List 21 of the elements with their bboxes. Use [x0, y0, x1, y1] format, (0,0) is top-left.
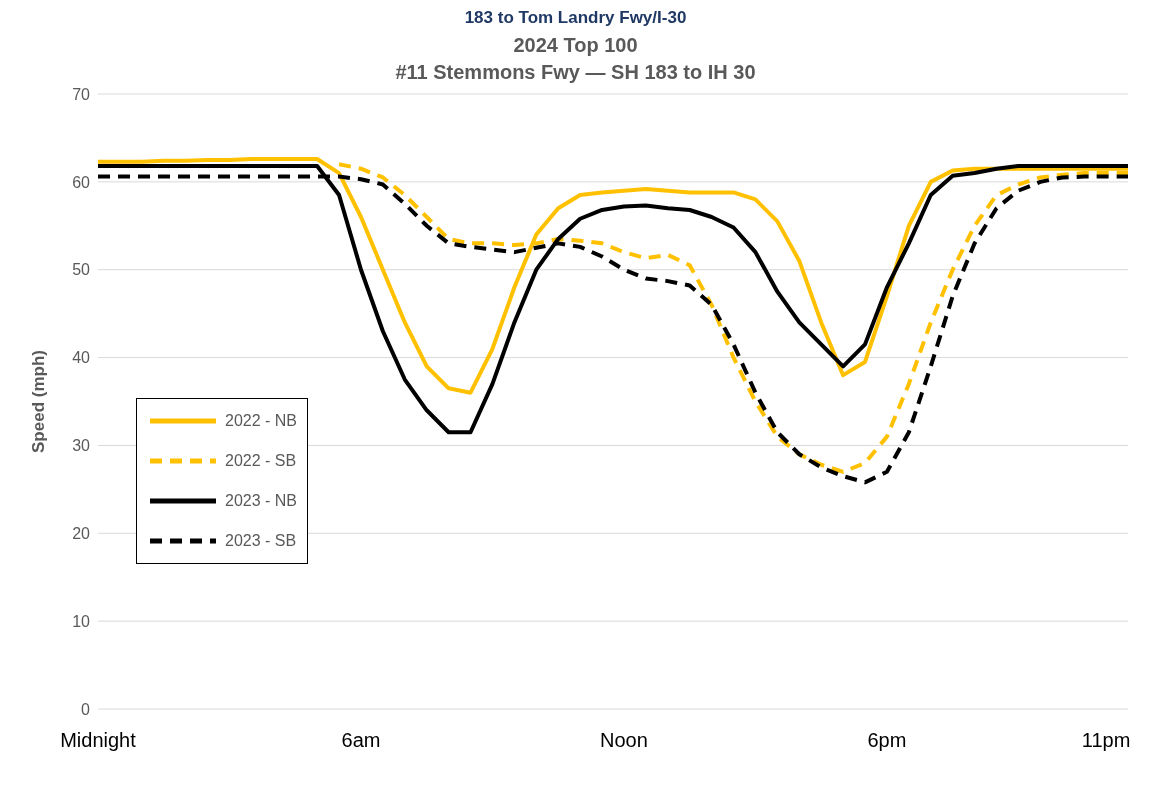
legend-label: 2023 - NB: [225, 492, 298, 510]
y-tick-label: 60: [72, 173, 91, 191]
legend-label: 2022 - SB: [225, 452, 297, 470]
y-tick-label: 40: [72, 349, 91, 367]
y-tick-label: 50: [72, 261, 91, 279]
x-tick-label: Midnight: [60, 729, 137, 752]
chart-title: 2024 Top 100: [512, 34, 639, 57]
y-tick-label: 10: [72, 612, 91, 630]
y-tick-label: 0: [81, 700, 91, 718]
y-tick-label: 20: [72, 524, 91, 542]
y-tick-label: 70: [72, 85, 91, 103]
x-tick-label: 6pm: [867, 729, 907, 752]
legend-label: 2022 - NB: [225, 412, 298, 430]
y-tick-label: 30: [72, 437, 91, 455]
x-tick-label: 11pm: [1081, 729, 1131, 752]
legend-label: 2023 - SB: [225, 532, 297, 550]
x-tick-label: 6am: [341, 729, 381, 752]
y-axis-title: Speed (mph): [29, 350, 49, 453]
x-tick-label: Noon: [600, 729, 648, 752]
chart-subtitle: #11 Stemmons Fwy — SH 183 to IH 30: [394, 61, 757, 84]
text: 183 to Tom Landry Fwy/I-30: [463, 8, 688, 28]
